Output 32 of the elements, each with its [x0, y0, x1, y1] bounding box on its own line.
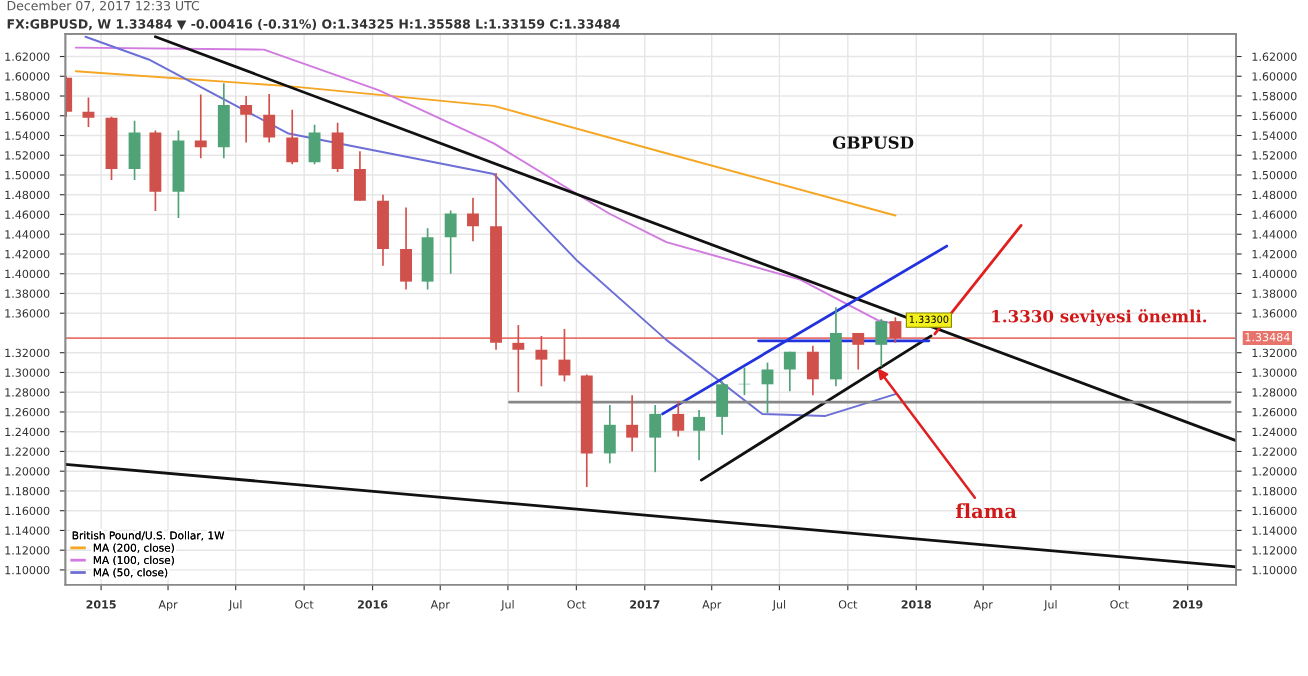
candlestick [829, 306, 842, 388]
candlestick [889, 316, 902, 344]
annotation: 1.3330 seviyesi önemli. [992, 309, 1207, 326]
candlestick [672, 400, 685, 438]
candlestick [512, 324, 525, 394]
candlestick [852, 332, 865, 371]
candlestick [467, 196, 479, 242]
candlestick [286, 108, 299, 165]
candlestick [603, 404, 616, 465]
candlestick [761, 361, 774, 414]
candlestick [875, 318, 888, 368]
candlestick [535, 335, 548, 388]
candlestick [308, 123, 321, 165]
candlestick [649, 404, 662, 474]
candlestick [194, 93, 207, 160]
candlestick [626, 394, 639, 453]
candlestick [128, 119, 141, 181]
candlestick [444, 209, 457, 275]
candlestick [806, 344, 819, 397]
candlestick [331, 121, 344, 173]
candlestick [263, 93, 276, 144]
candlestick [693, 409, 706, 462]
candlestick [217, 82, 230, 160]
candlestick [421, 227, 434, 291]
annotation: GBPUSD [832, 136, 914, 149]
candlestick [716, 380, 729, 436]
candlestick [82, 96, 95, 128]
candlestick [400, 206, 412, 291]
candlestick [783, 350, 796, 393]
candlestick [240, 95, 253, 144]
annotation: flama [955, 503, 1017, 519]
candlestick [353, 150, 366, 202]
